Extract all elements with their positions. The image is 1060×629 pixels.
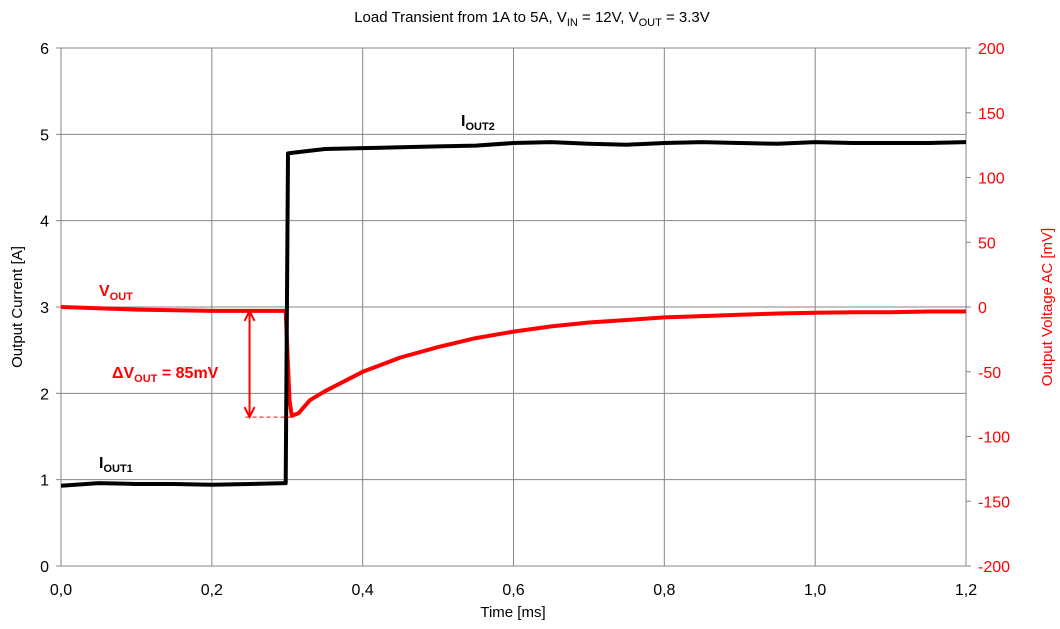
x-tick-label: 0,8	[653, 582, 675, 599]
title-prefix: Load Transient from 1A to 5A, V	[354, 9, 567, 26]
title-vout-sub: OUT	[639, 17, 663, 29]
x-tick-label: 0,2	[201, 582, 223, 599]
iout1-label: IOUT1	[99, 455, 133, 475]
title-vout-value: = 3.3V	[662, 9, 710, 26]
delta-vout-annotation	[243, 308, 292, 420]
y-right-tick-label: 50	[978, 235, 996, 252]
delta-vout-label: ΔVOUT = 85mV	[112, 365, 219, 385]
y-left-axis-label: Output Current [A]	[9, 246, 26, 368]
x-tick-label: 0,4	[352, 582, 374, 599]
iout2-label-sub: OUT2	[465, 121, 494, 133]
y-right-tick-label: -150	[978, 494, 1010, 511]
y-right-tick-label: 200	[978, 41, 1005, 58]
y-right-tick-label: 100	[978, 171, 1005, 188]
x-tick-label: 0,0	[50, 582, 72, 599]
x-axis-label: Time [ms]	[480, 604, 545, 621]
iout2-label: IOUT2	[461, 113, 495, 133]
delta-vout-sub: OUT	[134, 373, 158, 385]
y-right-tick-label: 0	[978, 300, 987, 317]
y-right-tick-labels: -200 -150 -100 -50 0 50 100 150 200	[966, 41, 1010, 576]
delta-arrow-head-top	[243, 308, 256, 322]
y-right-tick-label: -50	[978, 365, 1001, 382]
chart-title: Load Transient from 1A to 5A, VIN = 12V,…	[354, 9, 710, 29]
iout1-label-main: I	[99, 455, 103, 472]
series-group	[60, 140, 967, 488]
output-voltage-line	[60, 305, 966, 418]
x-tick-label: 1,2	[955, 582, 977, 599]
vout-label-sub: OUT	[110, 291, 134, 303]
y-left-tick-labels: 0 1 2 3 4 5 6	[40, 41, 61, 576]
output-current-line	[60, 140, 967, 488]
y-right-tick-label: -100	[978, 430, 1010, 447]
delta-vout-main: ΔV	[112, 365, 135, 382]
y-left-tick-label: 3	[40, 300, 49, 317]
vout-label-main: V	[99, 283, 110, 300]
grid	[61, 48, 966, 566]
y-left-tick-label: 4	[40, 214, 49, 231]
vout-label: VOUT	[99, 283, 133, 303]
y-left-tick-label: 0	[40, 559, 49, 576]
y-left-tick-label: 5	[40, 127, 49, 144]
x-tick-label: 0,6	[502, 582, 524, 599]
delta-arrow-head-bottom	[243, 406, 256, 420]
y-left-tick-label: 1	[40, 473, 49, 490]
iout2-label-main: I	[461, 113, 465, 130]
y-right-tick-label: -200	[978, 559, 1010, 576]
iout1-label-sub: OUT1	[103, 463, 132, 475]
delta-vout-value: = 85mV	[157, 365, 218, 382]
x-tick-label: 1,0	[804, 582, 826, 599]
y-left-tick-label: 2	[40, 386, 49, 403]
title-vin-value: = 12V, V	[578, 9, 639, 26]
title-vin-sub: IN	[567, 17, 578, 29]
y-right-tick-label: 150	[978, 106, 1005, 123]
x-tick-labels: 0,0 0,2 0,4 0,6 0,8 1,0 1,2	[50, 582, 977, 599]
y-left-tick-label: 6	[40, 41, 49, 58]
y-right-axis-label: Output Voltage AC [mV]	[1039, 228, 1056, 386]
